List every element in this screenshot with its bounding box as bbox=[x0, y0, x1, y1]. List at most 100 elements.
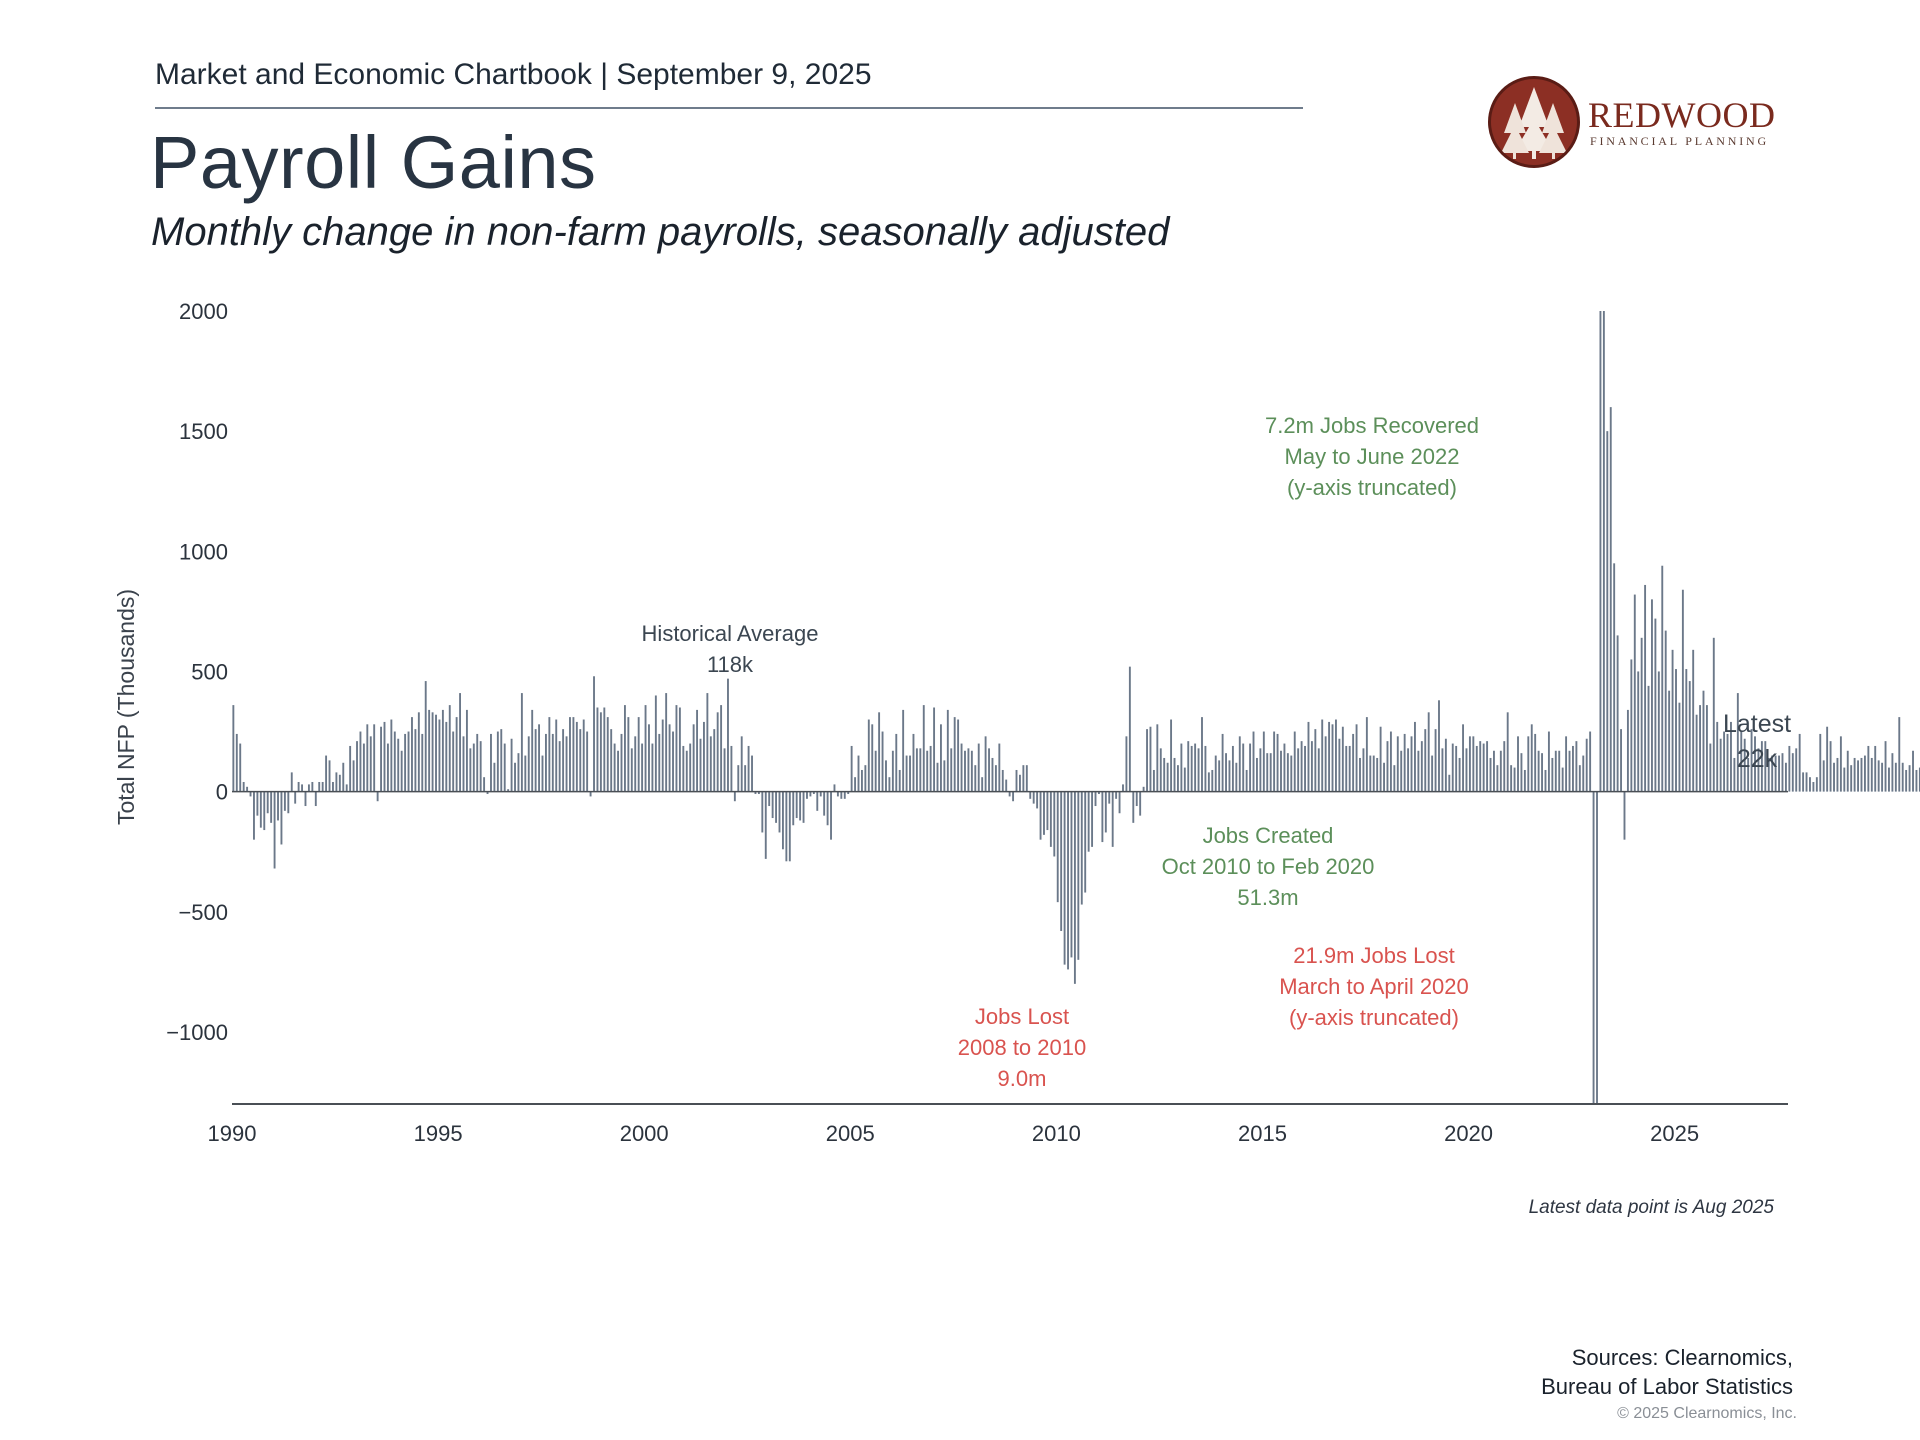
bar bbox=[1046, 791, 1049, 831]
bar bbox=[682, 745, 685, 792]
bar bbox=[1183, 767, 1186, 792]
bar bbox=[943, 760, 946, 792]
bar bbox=[520, 693, 523, 792]
bar bbox=[1894, 762, 1897, 792]
bar bbox=[1163, 757, 1166, 792]
bar bbox=[1760, 741, 1763, 792]
bar bbox=[380, 726, 382, 792]
bar bbox=[754, 791, 757, 795]
bar bbox=[1204, 745, 1207, 792]
bar bbox=[424, 681, 427, 792]
bar bbox=[383, 721, 386, 792]
bar bbox=[1091, 791, 1094, 847]
bar bbox=[1712, 637, 1715, 792]
bar bbox=[332, 781, 334, 792]
bar bbox=[1115, 791, 1118, 799]
bar bbox=[259, 791, 262, 828]
bar bbox=[1118, 791, 1121, 814]
bar bbox=[1599, 311, 1602, 792]
bar bbox=[1668, 690, 1671, 792]
bar bbox=[283, 791, 286, 811]
bar bbox=[833, 784, 836, 792]
bar bbox=[1496, 765, 1499, 792]
bar bbox=[761, 791, 764, 833]
bar bbox=[1626, 709, 1629, 792]
bar bbox=[1740, 731, 1743, 792]
bar bbox=[1297, 748, 1300, 792]
bar bbox=[610, 729, 613, 792]
bar bbox=[266, 791, 269, 814]
bar bbox=[1056, 791, 1059, 903]
bar bbox=[345, 784, 348, 792]
bar bbox=[1582, 755, 1585, 792]
bar bbox=[1517, 736, 1519, 792]
bar bbox=[1389, 731, 1392, 792]
bar bbox=[1733, 757, 1736, 792]
bar bbox=[1681, 589, 1684, 792]
bar bbox=[1345, 745, 1348, 792]
bar bbox=[1053, 791, 1056, 857]
bar bbox=[1637, 671, 1640, 792]
bar bbox=[775, 791, 778, 823]
bar bbox=[256, 791, 259, 816]
bar bbox=[1506, 712, 1509, 792]
bar bbox=[1451, 743, 1454, 792]
bar bbox=[486, 791, 489, 795]
x-tick-label: 2005 bbox=[826, 1121, 875, 1146]
page-subtitle: Monthly change in non-farm payrolls, sea… bbox=[151, 210, 1170, 254]
bar bbox=[768, 791, 771, 807]
bar bbox=[1640, 637, 1643, 792]
bar bbox=[1077, 791, 1080, 960]
bar bbox=[874, 750, 877, 792]
bar bbox=[589, 791, 592, 797]
bar bbox=[919, 748, 922, 792]
bar bbox=[1170, 719, 1173, 792]
bar bbox=[740, 736, 743, 792]
bar bbox=[1396, 736, 1399, 792]
bar bbox=[1331, 724, 1334, 792]
bar bbox=[1180, 743, 1183, 792]
bar bbox=[1486, 741, 1489, 792]
bar bbox=[1791, 753, 1794, 792]
bar bbox=[1788, 745, 1791, 792]
sources-note: Sources: Clearnomics, Bureau of Labor St… bbox=[1541, 1343, 1793, 1401]
annotation-line: Latest bbox=[1723, 710, 1791, 738]
bar bbox=[912, 733, 915, 792]
bar bbox=[1156, 724, 1159, 792]
annotation-line: Jobs Created bbox=[1203, 823, 1334, 848]
bar bbox=[1874, 745, 1877, 792]
bar bbox=[507, 789, 510, 792]
bar bbox=[1280, 750, 1282, 792]
bar bbox=[1201, 717, 1203, 792]
bar bbox=[1386, 741, 1389, 792]
annotation-line: May to June 2022 bbox=[1285, 444, 1460, 469]
bar bbox=[1709, 743, 1712, 792]
bar bbox=[641, 743, 644, 792]
bar bbox=[1654, 618, 1657, 792]
bar bbox=[1523, 769, 1526, 792]
redwood-logo: REDWOOD FINANCIAL PLANNING bbox=[1488, 76, 1778, 172]
bar bbox=[1802, 772, 1805, 792]
bar bbox=[417, 712, 420, 792]
bar bbox=[1324, 736, 1327, 792]
bar bbox=[1448, 774, 1451, 792]
bar bbox=[232, 705, 235, 792]
bar bbox=[744, 765, 747, 792]
bar bbox=[1482, 743, 1485, 792]
bar bbox=[1025, 765, 1028, 792]
bar bbox=[483, 777, 486, 792]
x-tick-label: 1990 bbox=[208, 1121, 257, 1146]
bar bbox=[603, 707, 606, 792]
bar bbox=[1767, 757, 1770, 792]
bar bbox=[692, 724, 695, 792]
bar bbox=[672, 731, 674, 792]
bar bbox=[713, 729, 716, 792]
bar bbox=[1479, 741, 1482, 792]
bar bbox=[1001, 769, 1004, 792]
bar bbox=[836, 791, 839, 797]
bar bbox=[1499, 750, 1502, 792]
bar bbox=[386, 743, 389, 792]
bar bbox=[1029, 791, 1032, 799]
bar bbox=[452, 731, 455, 792]
bar bbox=[455, 717, 458, 792]
